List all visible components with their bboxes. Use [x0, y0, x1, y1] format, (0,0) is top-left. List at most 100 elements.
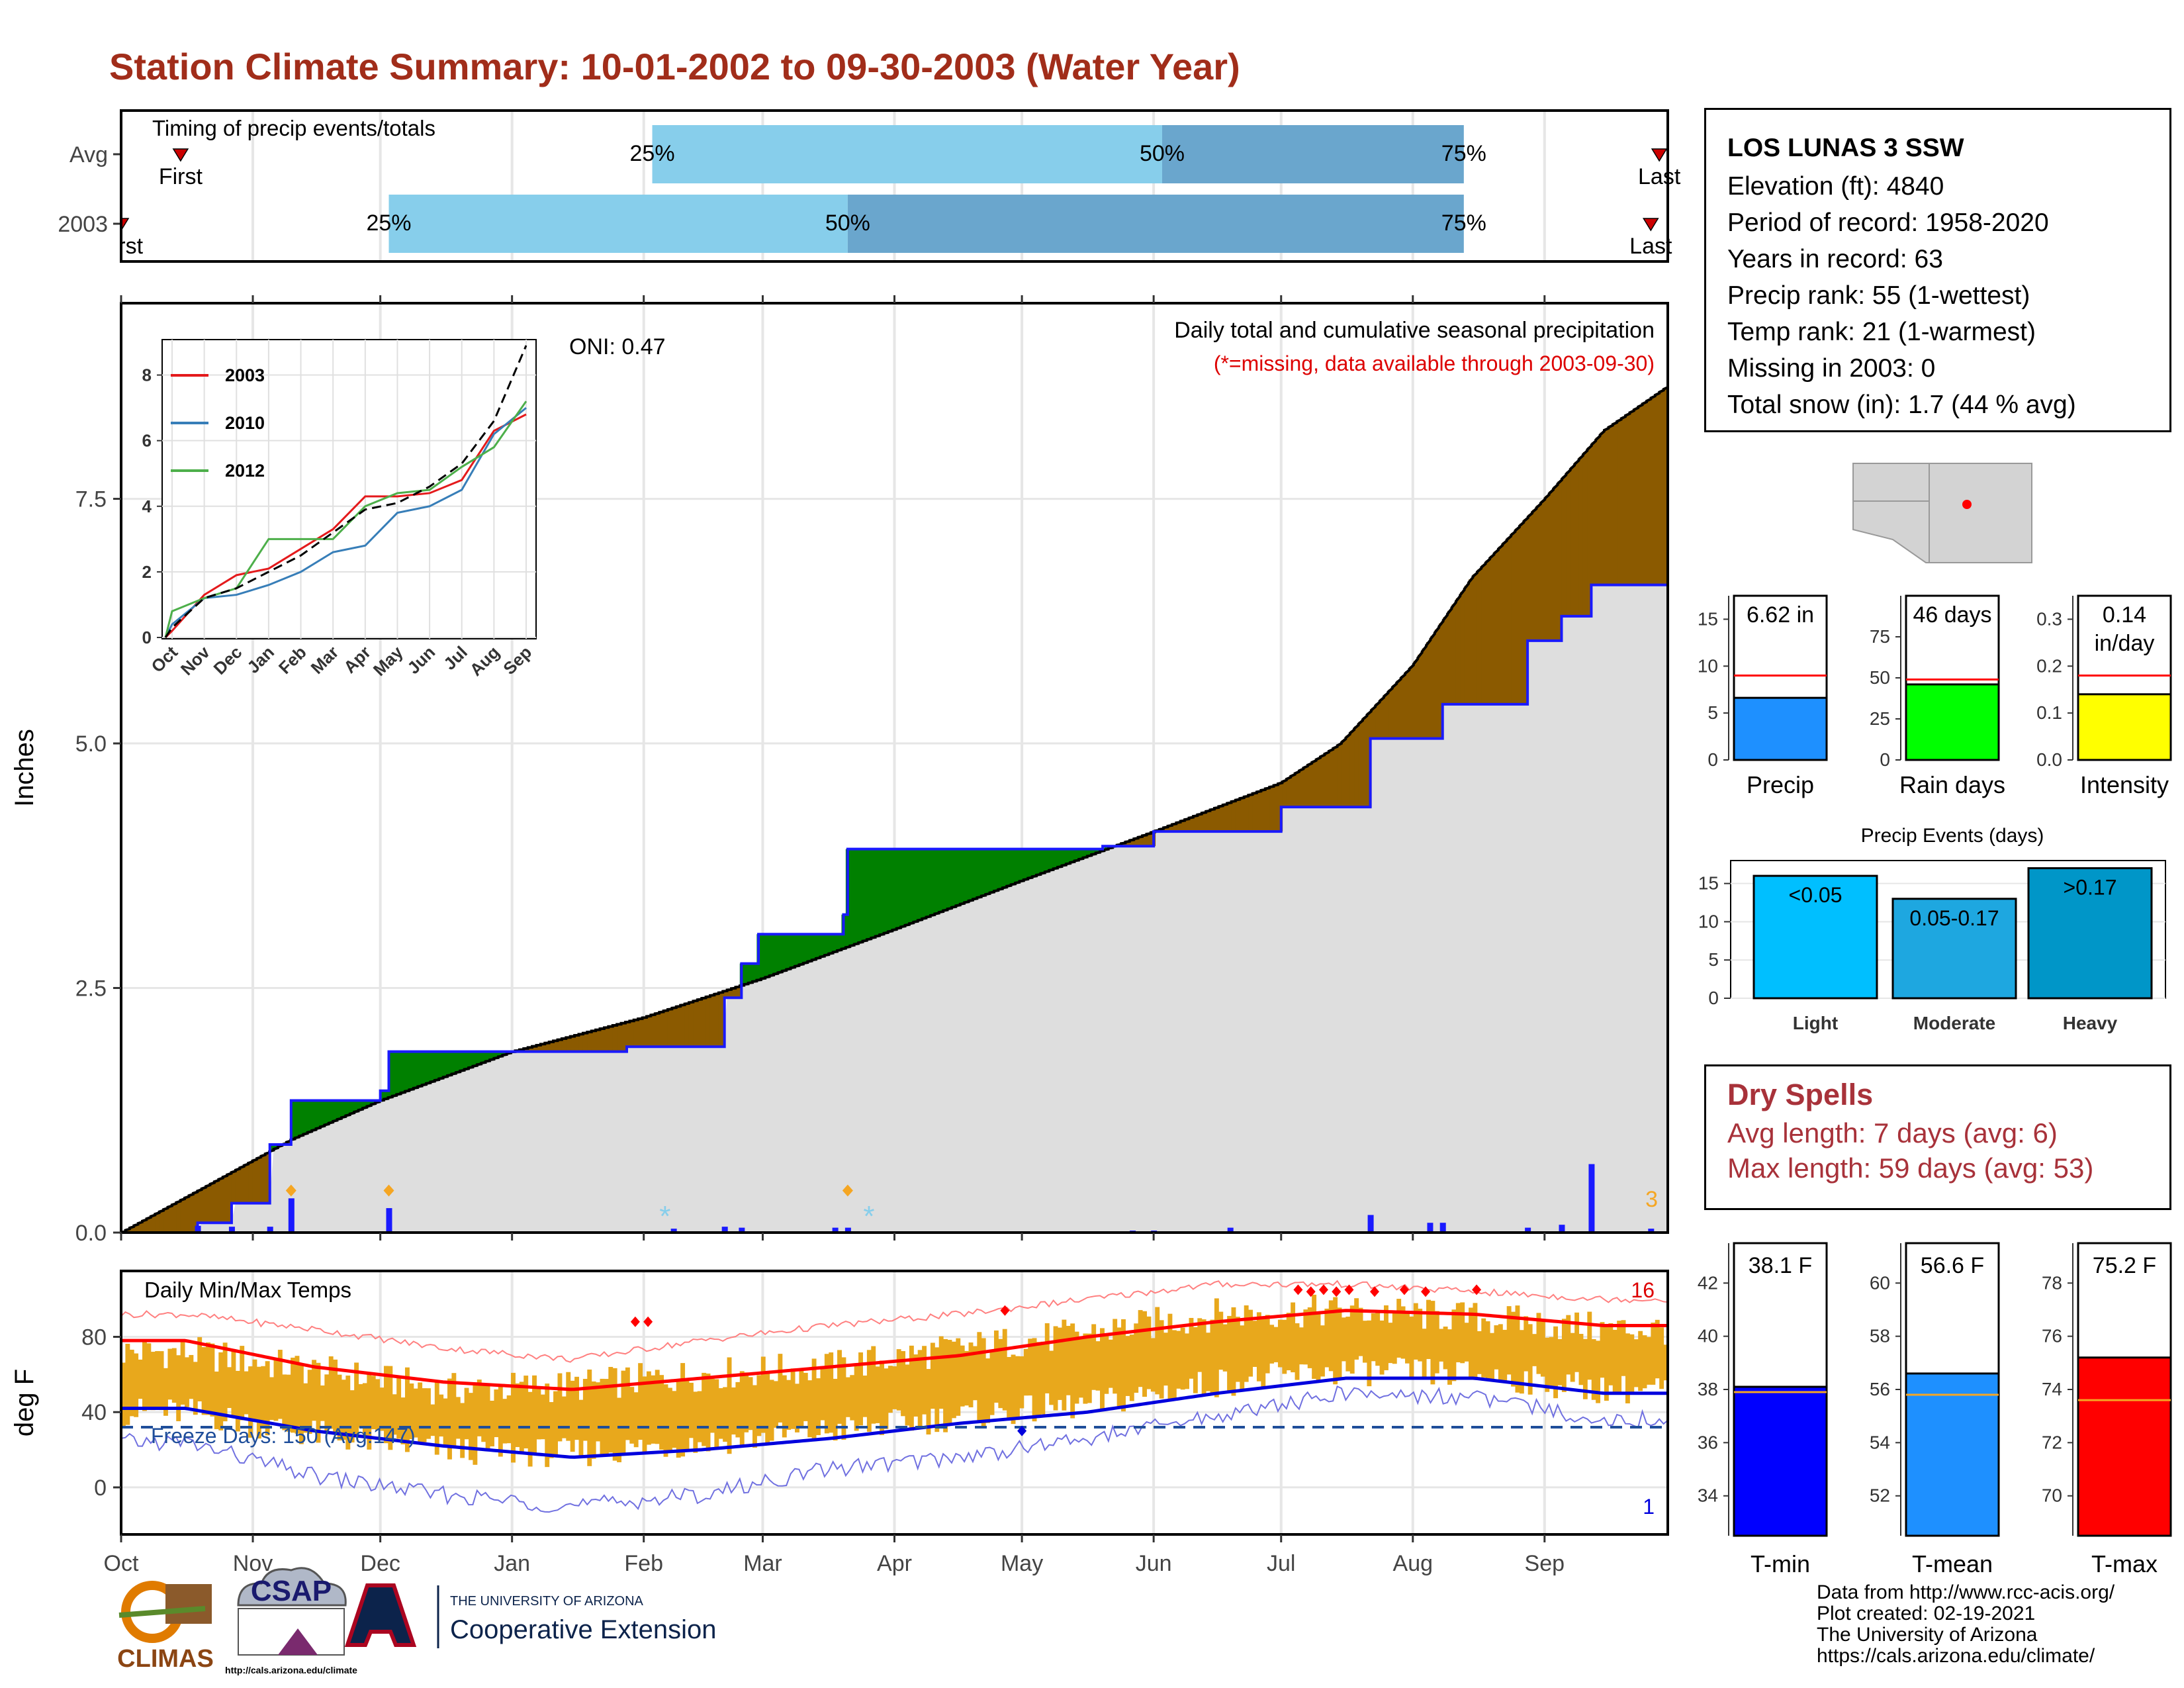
below-average-area	[1303, 766, 1308, 808]
record-low-count: 1	[1643, 1495, 1655, 1519]
below-average-area	[176, 1201, 181, 1233]
inset-series-line	[164, 413, 527, 639]
temp-range-bar	[977, 1332, 982, 1423]
inset-series-line	[164, 400, 527, 638]
mini-bar-tick-label: 0	[1707, 749, 1718, 770]
timing-bar-first-half	[388, 195, 848, 253]
below-average-area	[1171, 823, 1177, 832]
temp-range-bar	[1053, 1326, 1058, 1411]
temp-range-bar	[862, 1376, 868, 1417]
climas-logo-stroke	[118, 1606, 206, 1618]
temp-range-bar	[222, 1342, 228, 1422]
station-info-line: Total snow (in): 1.7 (44 % avg)	[1727, 391, 2076, 419]
temp-range-bar	[1256, 1312, 1261, 1382]
below-average-area	[231, 1171, 236, 1203]
temp-range-bar	[286, 1374, 291, 1432]
temp-range-bar	[1422, 1329, 1427, 1378]
below-average-area	[651, 1014, 656, 1047]
mini-bar-label: Rain days	[1899, 771, 2005, 798]
temp-range-bar	[320, 1385, 325, 1421]
temp-range-bar	[1570, 1333, 1575, 1382]
temp-range-bar	[1430, 1301, 1435, 1385]
temp-range-bar	[774, 1381, 778, 1428]
temp-range-bar	[1464, 1323, 1469, 1362]
below-average-area	[714, 993, 719, 1047]
temp-range-bar	[854, 1366, 859, 1431]
below-average-area	[1477, 569, 1482, 704]
temp-range-bar	[1392, 1311, 1397, 1364]
temp-range-bar	[1248, 1309, 1253, 1377]
temp-range-bar	[197, 1336, 203, 1401]
above-average-area	[905, 849, 910, 925]
temp-range-bar	[718, 1388, 723, 1439]
below-average-area	[1515, 528, 1520, 704]
daily-precip-bar	[1439, 1223, 1446, 1233]
temp-range-bar	[485, 1384, 490, 1451]
above-average-area	[333, 1100, 338, 1121]
below-average-area	[1481, 565, 1486, 704]
temp-range-bar	[1363, 1321, 1367, 1363]
temp-range-bar	[697, 1391, 702, 1442]
temp-range-bar	[231, 1349, 236, 1418]
below-average-area	[578, 1033, 584, 1052]
temp-range-bar	[1129, 1335, 1134, 1401]
above-average-area	[379, 1090, 385, 1100]
temp-range-bar	[1002, 1329, 1007, 1411]
below-average-area	[1557, 481, 1563, 641]
below-average-area	[1540, 500, 1546, 641]
mini-bar-tick-label: 0.2	[2036, 655, 2062, 676]
below-average-area	[167, 1205, 173, 1233]
below-average-area	[218, 1178, 224, 1223]
above-average-area	[337, 1100, 342, 1119]
above-average-area	[913, 849, 919, 921]
temp-summary-tick-label: 56	[1870, 1379, 1890, 1399]
temp-range-bar	[655, 1370, 660, 1444]
below-average-area	[1633, 408, 1639, 585]
temp-range-bar	[1083, 1333, 1088, 1404]
y-axis-label: Inches	[10, 729, 39, 807]
below-average-area	[248, 1162, 253, 1203]
temp-range-bar	[1612, 1329, 1617, 1395]
below-average-area	[1663, 387, 1668, 585]
temp-range-bar	[146, 1343, 152, 1411]
temp-range-bar	[989, 1352, 995, 1415]
above-average-area	[989, 849, 995, 892]
temp-range-bar	[1384, 1305, 1388, 1370]
below-average-area	[676, 1006, 681, 1047]
x-month-label: Feb	[624, 1551, 663, 1576]
temp-range-bar	[1566, 1315, 1571, 1375]
temp-range-bar	[349, 1390, 355, 1443]
temp-range-bar	[460, 1403, 465, 1458]
temp-range-bar	[252, 1359, 257, 1421]
temp-summary-tick-label: 78	[2042, 1272, 2062, 1293]
below-average-area	[1163, 827, 1169, 832]
below-average-area	[663, 1009, 668, 1047]
above-average-area	[388, 1051, 393, 1097]
temp-range-bar	[1146, 1316, 1152, 1389]
below-average-area	[1193, 815, 1199, 832]
temp-range-bar	[138, 1359, 143, 1399]
temp-range-bar	[379, 1387, 385, 1431]
temp-range-bar	[388, 1366, 393, 1450]
temp-range-bar	[1625, 1333, 1630, 1404]
temp-range-bar	[930, 1342, 935, 1409]
temp-range-bar	[744, 1372, 749, 1432]
above-average-area	[367, 1100, 372, 1105]
above-average-area	[782, 934, 788, 970]
temp-range-bar	[527, 1391, 533, 1467]
temp-range-bar	[651, 1375, 656, 1444]
temp-range-bar	[341, 1380, 346, 1440]
below-average-area	[591, 1030, 596, 1052]
temp-range-bar	[769, 1380, 774, 1441]
x-month-label: Nov	[233, 1551, 273, 1576]
above-average-area	[1002, 849, 1007, 887]
below-average-area	[1625, 414, 1631, 585]
dry-spells-title: Dry Spells	[1727, 1078, 1874, 1111]
above-average-area	[469, 1051, 474, 1067]
below-average-area	[646, 1015, 652, 1047]
below-average-area	[1621, 417, 1626, 585]
below-average-area	[1206, 810, 1211, 832]
temp-range-bar	[1201, 1319, 1206, 1394]
above-average-area	[1011, 849, 1016, 884]
temp-range-bar	[960, 1345, 965, 1407]
